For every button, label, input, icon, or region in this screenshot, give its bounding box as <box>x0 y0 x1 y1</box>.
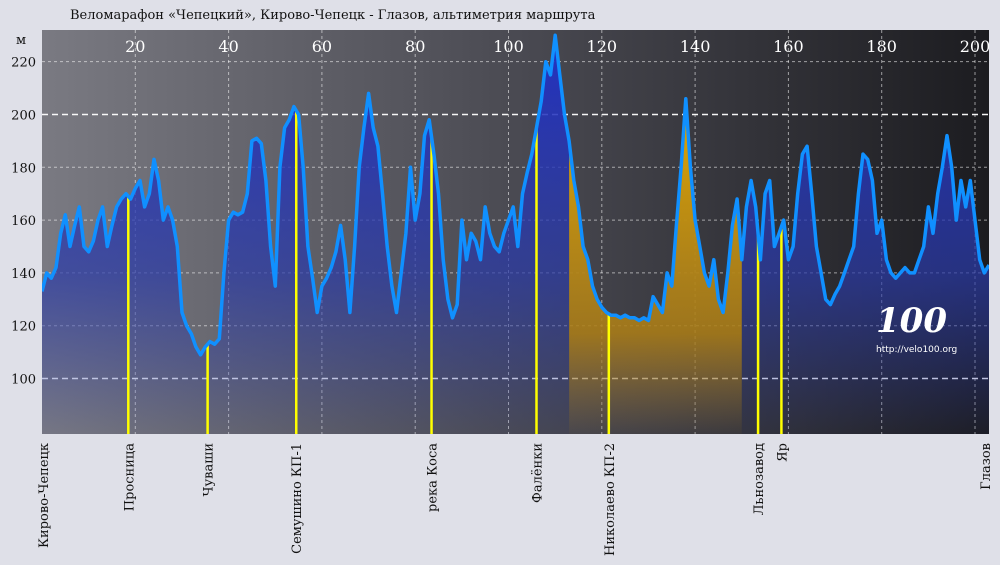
y-tick-label: 120 <box>11 320 36 335</box>
y-tick-labels: 100 120 140 160 180 200 220 <box>11 56 36 388</box>
x-tick-label: 160 <box>773 37 804 56</box>
y-axis-unit: м <box>16 33 26 48</box>
y-tick-label: 180 <box>11 161 36 176</box>
y-tick-label: 160 <box>11 214 36 229</box>
x-tick-label: 140 <box>680 37 711 56</box>
x-tick-label: 120 <box>587 37 618 56</box>
checkpoint-label: Глазов <box>979 443 994 490</box>
checkpoint-label: река Коса <box>426 443 441 512</box>
checkpoint-label: Николаево КП-2 <box>603 443 618 556</box>
checkpoint-label: Кирово-Чепецк <box>37 443 52 548</box>
y-tick-label: 200 <box>11 108 36 123</box>
x-tick-label: 60 <box>312 37 332 56</box>
highlight-area <box>569 98 742 434</box>
y-tick-label: 100 <box>11 373 36 388</box>
logo-text: 100 <box>876 301 947 341</box>
x-tick-label: 180 <box>866 37 897 56</box>
checkpoint-label: Льнозавод <box>752 443 767 515</box>
x-tick-label: 20 <box>125 37 145 56</box>
logo-url: http://velo100.org <box>876 345 957 355</box>
x-tick-label: 100 <box>493 37 524 56</box>
x-tick-label: 80 <box>405 37 425 56</box>
checkpoint-label: Фалёнки <box>530 443 545 503</box>
checkpoint-labels: Кирово-Чепецк Просница Чуваши Семушино КП-1… <box>37 443 994 556</box>
chart-title: Веломарафон «Чепецкий», Кирово-Чепецк - … <box>70 8 596 23</box>
checkpoint-label: Чуваши <box>202 443 217 497</box>
y-tick-label: 140 <box>11 267 36 282</box>
checkpoint-label: Семушино КП-1 <box>290 443 305 554</box>
elevation-line <box>42 33 989 357</box>
x-tick-labels: 20 40 60 80 100 120 140 160 180 200 <box>125 37 990 56</box>
y-tick-label: 220 <box>11 56 36 71</box>
checkpoint-label: Просница <box>122 443 137 511</box>
velo100-logo: 100 http://velo100.org <box>858 290 978 360</box>
x-tick-label: 40 <box>218 37 238 56</box>
checkpoint-markers <box>127 110 783 434</box>
x-tick-label: 200 <box>960 37 991 56</box>
checkpoint-label: Яр <box>775 443 790 462</box>
